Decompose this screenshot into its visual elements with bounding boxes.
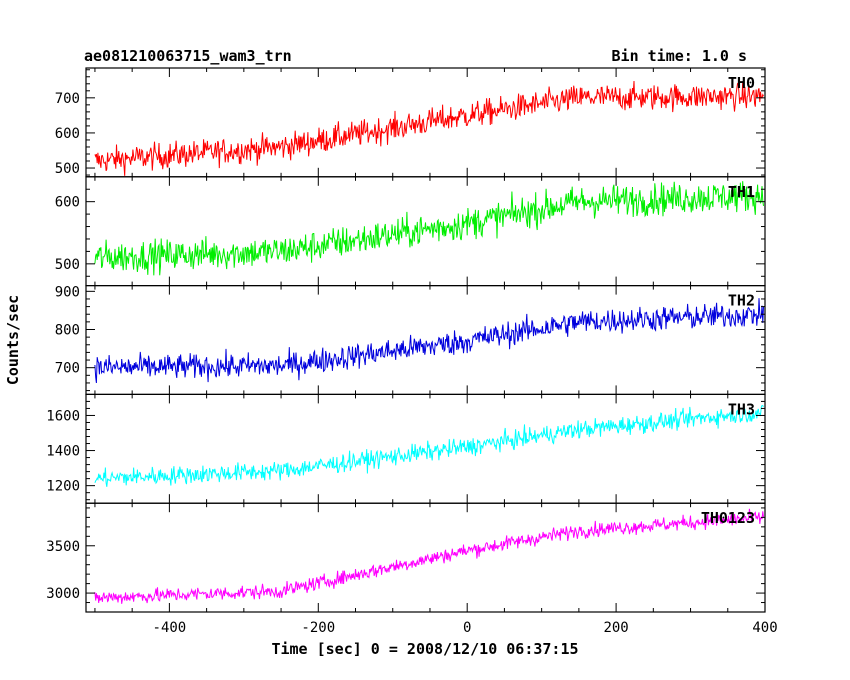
y-axis-th0: 500 600 700 (55, 69, 765, 177)
y-tick-label: 500 (55, 161, 80, 177)
chart-title: ae081210063715_wam3_trn (84, 47, 292, 65)
series-th2-line (94, 298, 764, 384)
panel-label-th1: TH1 (728, 183, 755, 201)
y-axis-th3: 1200 1400 1600 (46, 393, 765, 501)
y-axis-th1: 500 600 (55, 176, 765, 277)
y-axis-th2: 700 800 900 (55, 284, 765, 392)
series-th0123-line (94, 508, 764, 604)
panel-frame (85, 393, 766, 504)
series-th0-line (94, 80, 764, 176)
panel-frame (85, 285, 766, 396)
panel-label-th2: TH2 (728, 292, 755, 310)
x-axis-label: Time [sec] 0 = 2008/12/10 06:37:15 (271, 640, 578, 658)
y-tick-label: 500 (55, 257, 80, 273)
x-tick-label: -400 (153, 620, 187, 636)
panel-th3: 1200 1400 1600 TH3 (46, 393, 766, 504)
panels: 500 600 700 TH0 500 600 TH1 700 800 900 TH2 1200 140… (46, 67, 766, 613)
y-tick-label: 700 (55, 361, 80, 377)
y-tick-label: 600 (55, 126, 80, 142)
x-axis: -400 -200 0 200 400 (153, 620, 778, 636)
panel-th2: 700 800 900 TH2 (55, 284, 766, 396)
panel-th1: 500 600 TH1 (55, 176, 766, 287)
panel-frame (85, 502, 766, 613)
series-th3-line (94, 405, 764, 487)
panel-label-th0123: TH0123 (701, 509, 755, 527)
y-tick-label: 800 (55, 323, 80, 339)
y-tick-label: 600 (55, 195, 80, 211)
panel-label-th3: TH3 (728, 400, 755, 418)
y-tick-label: 1200 (46, 479, 80, 495)
y-axis-th0123: 3000 3500 (46, 507, 765, 613)
y-tick-label: 700 (55, 91, 80, 107)
x-tick-label: -200 (301, 620, 335, 636)
panel-th0: 500 600 700 TH0 (55, 67, 766, 178)
x-tick-label: 200 (603, 620, 628, 636)
y-tick-label: 3500 (46, 539, 80, 555)
x-tick-label: 400 (752, 620, 777, 636)
bin-time-label: Bin time: 1.0 s (612, 47, 747, 65)
y-tick-label: 1400 (46, 444, 80, 460)
y-tick-label: 1600 (46, 408, 80, 424)
series-th1-line (94, 181, 764, 276)
panel-label-th0: TH0 (728, 74, 755, 92)
y-tick-label: 900 (55, 284, 80, 300)
panel-th0123: 3000 3500 TH0123 (46, 502, 766, 613)
y-tick-label: 3000 (46, 586, 80, 602)
y-axis-label: Counts/sec (4, 295, 22, 385)
x-tick-label: 0 (463, 620, 471, 636)
